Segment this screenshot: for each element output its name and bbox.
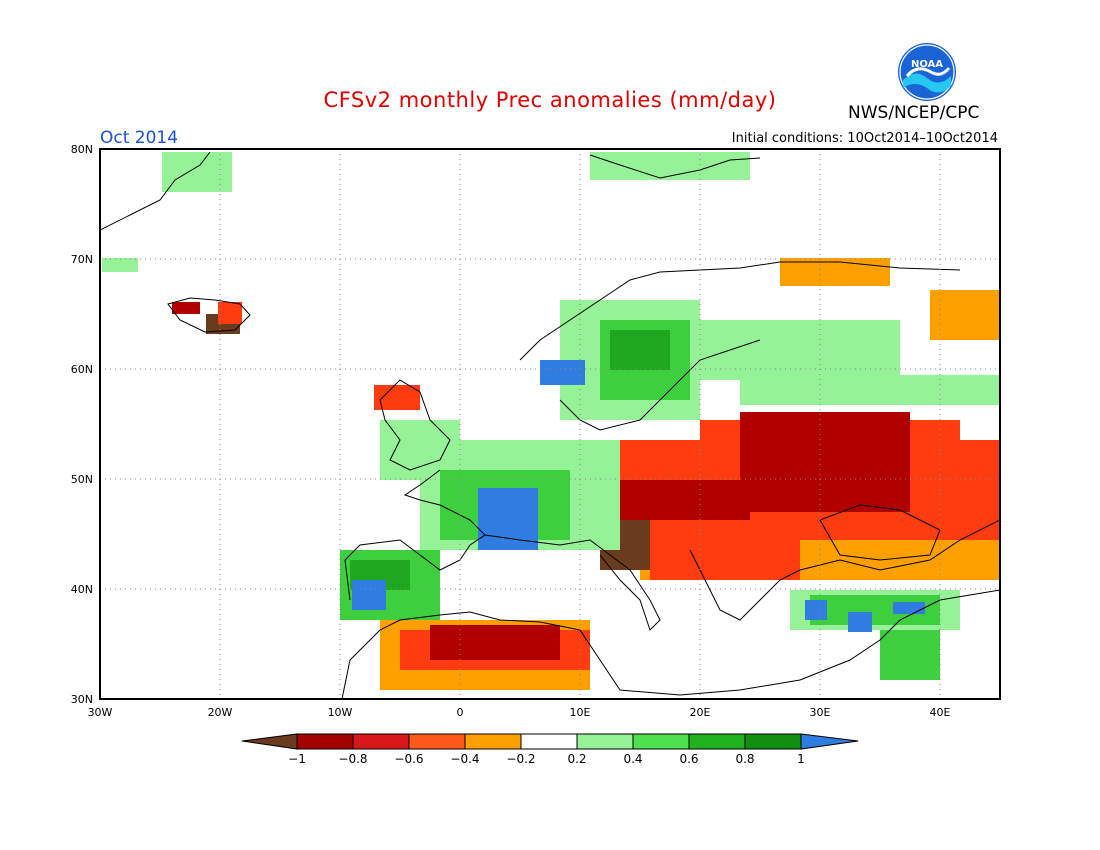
map-frame [99,148,1001,700]
lat-label: 60N [71,363,93,376]
agency-label: NWS/NCEP/CPC [848,103,980,123]
colorbar-swatch [688,733,746,750]
colorbar-label: 0.8 [735,752,754,766]
region-iceland-red [172,302,200,314]
lat-label: 30N [71,693,93,706]
region-turkey-blue-mid [848,612,872,632]
colorbar-label: 0.6 [679,752,698,766]
lat-axis: 80N 70N 60N 50N 40N 30N [71,143,93,706]
page-title: CFSv2 monthly Prec anomalies (mm/day) [323,88,777,112]
gridlines [100,149,1000,699]
colorbar-label: −1 [288,752,306,766]
lat-label: 50N [71,473,93,486]
coastline-baltic [559,339,761,431]
region-turkey-blue-east [893,602,925,614]
colorbar-label: 0.2 [567,752,586,766]
colorbar-swatch [296,733,354,750]
region-ukraine-darkred [740,412,910,512]
region-france-blue [478,488,538,550]
colorbar-label: −0.4 [450,752,479,766]
region-russia-lightgreen2 [740,375,1000,405]
region-norway-blue [540,360,585,385]
colorbar-label: 0.4 [623,752,642,766]
lon-label: 10E [570,706,591,719]
region-balkans-red [650,520,800,580]
coastline-black-sea [819,504,941,561]
lon-axis: 30W 20W 10W 0 10E 20E 30E 40E [88,706,951,719]
region-greenland-coast-lightgreen [102,258,138,272]
lon-label: 40E [930,706,951,719]
colorbar-label: −0.8 [338,752,367,766]
region-russia-lightgreen [700,320,900,380]
coastline-europe [341,589,1000,699]
region-north-africa-darkred [430,625,560,660]
colorbar-swatch [632,733,690,750]
lat-label: 80N [71,143,93,156]
region-iberia-blue [352,580,386,610]
region-iceland-red2 [218,302,242,324]
colorbar-label: −0.6 [394,752,423,766]
colorbar-swatch [576,733,634,750]
coastline-greenland [100,151,211,231]
initial-conditions-label: Initial conditions: 10Oct2014–10Oct2014 [731,131,998,146]
month-label: Oct 2014 [100,128,179,148]
lon-label: 10W [328,706,353,719]
colorbar-lower-arrow [241,733,298,750]
region-greenland-lightgreen [162,152,232,192]
logo-text: NOAA [911,59,943,70]
lon-label: 30W [88,706,113,719]
region-svalbard-lightgreen [590,152,750,180]
colorbar-swatch [744,733,802,750]
coastline-britain [379,379,451,471]
coastline-iberia [344,469,486,601]
region-levant-green [880,630,940,680]
colorbar-swatch [464,733,522,750]
colorbar-label: −0.2 [506,752,535,766]
region-north-russia-orange [780,258,890,286]
coastline-scandinavia [519,261,961,361]
lon-label: 20W [208,706,233,719]
coastline-france-italy [484,534,661,631]
lat-label: 70N [71,253,93,266]
colorbar-upper-arrow [800,733,859,750]
lon-label: 0 [457,706,464,719]
lon-label: 30E [810,706,831,719]
region-scandinavia-darkgreen [610,330,670,370]
coastlines [100,151,1000,699]
coastline-svalbard [589,154,761,179]
colorbar-swatch [408,733,466,750]
anomaly-field [102,152,1000,690]
region-russia-orange [930,290,1000,340]
colorbar-swatch [352,733,410,750]
lon-label: 20E [690,706,711,719]
coastline-iceland [167,297,251,333]
colorbar: −1 −0.8 −0.6 −0.4 −0.2 0.2 0.4 0.6 0.8 1 [241,733,859,766]
region-turkey-blue-west [805,600,827,620]
colorbar-label: 1 [797,752,805,766]
region-ireland-red [374,385,420,410]
noaa-logo-icon: NOAA [898,43,956,101]
coastline-balkans [689,519,1000,621]
lat-label: 40N [71,583,93,596]
colorbar-swatch [520,733,578,750]
